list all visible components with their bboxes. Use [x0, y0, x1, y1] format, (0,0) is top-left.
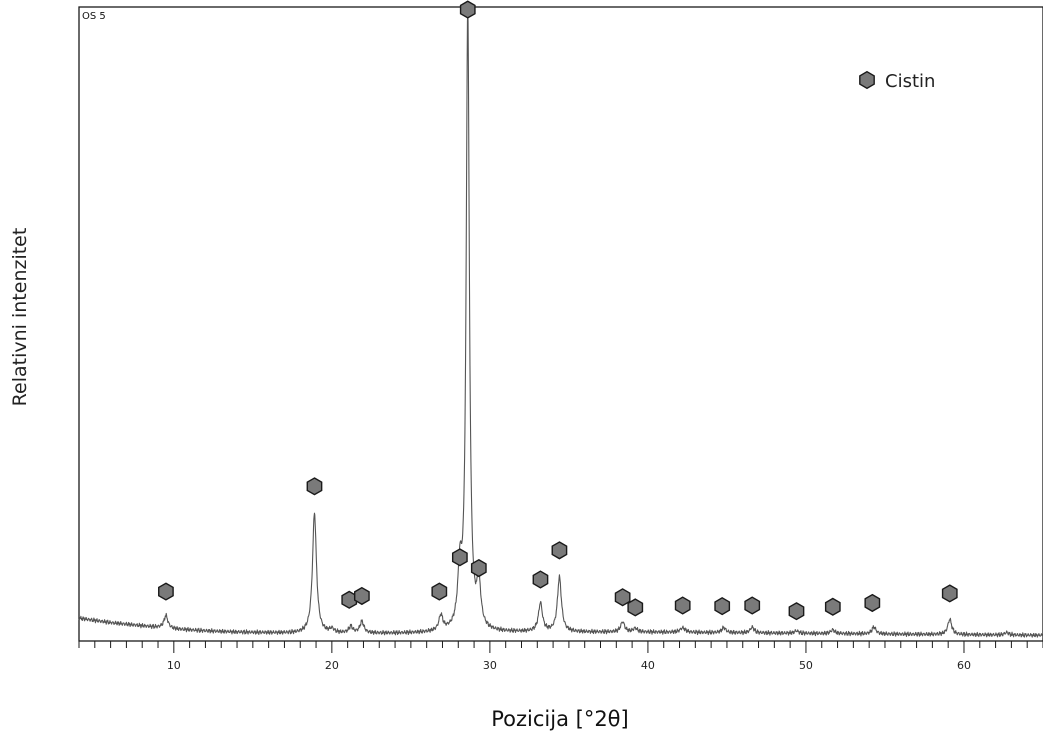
- cistin-marker: [306, 477, 323, 496]
- cistin-marker: [551, 541, 568, 560]
- legend-hexagon-icon: [859, 70, 875, 90]
- cistin-marker: [627, 598, 644, 617]
- x-axis-label: Pozicija [°2θ]: [491, 707, 628, 731]
- x-tick-label: 30: [483, 659, 497, 672]
- legend: Cistin: [859, 70, 935, 92]
- cistin-marker: [714, 597, 731, 616]
- cistin-marker: [614, 588, 631, 607]
- cistin-marker: [788, 602, 805, 621]
- cistin-marker: [459, 0, 476, 19]
- x-tick-label: 60: [957, 659, 971, 672]
- cistin-marker: [744, 596, 761, 615]
- cistin-marker: [353, 586, 370, 606]
- x-tick-label: 10: [167, 659, 181, 672]
- cistin-marker: [158, 582, 174, 601]
- cistin-marker: [941, 584, 958, 603]
- cistin-marker: [674, 596, 691, 615]
- plot-frame: [78, 6, 1043, 642]
- cistin-marker: [864, 593, 881, 613]
- x-axis-ticks: 10 20 30 40 50 60: [78, 641, 1043, 672]
- cistin-marker: [532, 570, 549, 589]
- x-tick-label: 40: [641, 659, 655, 672]
- x-tick-label: 20: [325, 659, 339, 672]
- legend-label-cistin: Cistin: [885, 71, 935, 92]
- cistin-markers: [158, 0, 958, 621]
- cistin-marker: [451, 548, 468, 567]
- cistin-marker: [470, 558, 487, 578]
- sample-label: OS 5: [82, 11, 106, 22]
- cistin-marker: [431, 582, 448, 601]
- diffraction-pattern-line: [78, 7, 1043, 638]
- x-tick-label: 50: [799, 659, 813, 672]
- y-axis-label: Relativni intenzitet: [9, 228, 31, 407]
- cistin-marker: [824, 597, 841, 616]
- legend-marker-cistin: [859, 70, 875, 90]
- plot-area: 10 20 30 40 50 60 OS 5: [78, 0, 1043, 672]
